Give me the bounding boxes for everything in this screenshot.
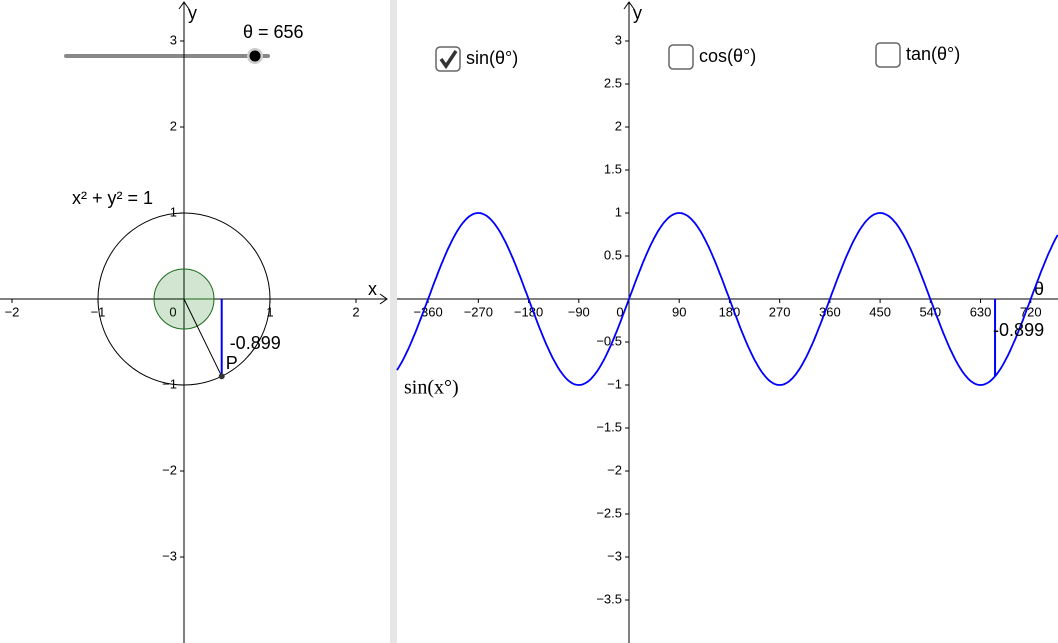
checkbox[interactable] xyxy=(668,44,694,70)
y-tick-label: 1 xyxy=(170,204,177,219)
sine-curve xyxy=(396,212,1058,386)
x-tick-label: 0 xyxy=(616,304,623,319)
checkbox-label[interactable]: sin(θ°) xyxy=(466,48,518,68)
graph-y-axis-label: y xyxy=(633,3,642,23)
checkbox-label[interactable]: cos(θ°) xyxy=(699,46,756,66)
y-tick-label: 2 xyxy=(170,118,177,133)
checkbox-label[interactable]: tan(θ°) xyxy=(906,44,960,64)
x-tick-label: 450 xyxy=(869,304,891,319)
y-axis-arrow xyxy=(178,1,190,10)
y-tick-label: 1.5 xyxy=(604,161,622,176)
y-tick-label: 3 xyxy=(170,32,177,47)
checkmark[interactable] xyxy=(439,50,458,70)
y-tick-label: 2 xyxy=(615,118,622,133)
x-tick-label: 90 xyxy=(672,304,686,319)
graph-y-axis-arrow xyxy=(623,1,635,10)
curve-label: sin(x°) xyxy=(404,377,459,399)
y-tick-label: −3 xyxy=(607,548,622,563)
slider-knob[interactable] xyxy=(249,50,261,62)
x-tick-label: 270 xyxy=(769,304,791,319)
x-tick-label: −90 xyxy=(568,304,590,319)
point-p xyxy=(218,373,225,380)
panel-divider xyxy=(390,0,397,643)
x-tick-label: 0 xyxy=(169,304,176,319)
x-tick-label: −1 xyxy=(91,304,106,319)
value-label: -0.899 xyxy=(993,320,1044,340)
point-label: P xyxy=(226,353,238,373)
y-tick-label: −3.5 xyxy=(596,591,622,606)
circle-equation: x² + y² = 1 xyxy=(72,188,153,208)
radius-segment xyxy=(183,298,223,377)
x-tick-label: −180 xyxy=(514,304,543,319)
checkbox[interactable] xyxy=(875,42,901,68)
x-axis-label: x xyxy=(368,279,377,299)
x-tick-label: −360 xyxy=(413,304,442,319)
x-tick-label: −270 xyxy=(464,304,493,319)
y-tick-label: −0.5 xyxy=(596,333,622,348)
x-tick-label: 1 xyxy=(266,304,273,319)
checkbox[interactable] xyxy=(435,46,461,72)
y-axis-label: y xyxy=(188,3,197,23)
y-tick-label: −2 xyxy=(607,462,622,477)
x-axis-arrow xyxy=(379,293,388,305)
x-tick-label: 2 xyxy=(352,304,359,319)
y-tick-label: −1 xyxy=(607,376,622,391)
unit-circle xyxy=(97,212,271,386)
y-tick-label: 1 xyxy=(615,204,622,219)
theta-axis-label: θ xyxy=(1034,279,1044,299)
x-tick-label: −2 xyxy=(5,304,20,319)
y-tick-label: 2.5 xyxy=(604,75,622,90)
y-tick-label: −1.5 xyxy=(596,419,622,434)
sine-value-label: -0.899 xyxy=(230,333,281,353)
slider-label: θ = 656 xyxy=(243,22,304,42)
y-tick-label: 3 xyxy=(615,32,622,47)
y-tick-label: −2 xyxy=(162,462,177,477)
y-tick-label: −3 xyxy=(162,548,177,563)
x-tick-label: 630 xyxy=(970,304,992,319)
y-tick-label: 0.5 xyxy=(604,247,622,262)
y-tick-label: −2.5 xyxy=(596,505,622,520)
